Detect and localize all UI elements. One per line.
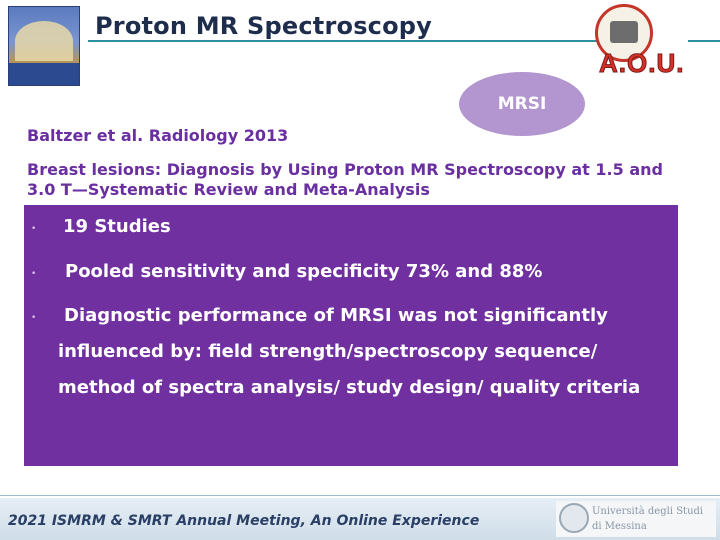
title-divider: [88, 40, 608, 42]
citation: Baltzer et al. Radiology 2013: [27, 126, 289, 145]
bullet-text-sensitivity: Pooled sensitivity and specificity 73% a…: [65, 261, 543, 282]
hospital-logo-right: A.O.U.: [595, 4, 690, 79]
hospital-seal-icon: [595, 4, 653, 62]
university-name-line2: di Messina: [592, 521, 647, 532]
bullet-text-performance: Diagnostic performance of MRSI was not s…: [58, 305, 641, 398]
university-name-line1: Università degli Studi: [592, 506, 704, 517]
aou-logo-text: A.O.U.: [598, 48, 685, 79]
mrsi-badge: MRSI: [459, 72, 585, 136]
university-logo: Università degli Studi di Messina: [556, 501, 716, 537]
page-title: Proton MR Spectroscopy: [95, 12, 433, 40]
logo-arc-graphic: [15, 21, 73, 61]
logo-sea-graphic: [9, 63, 79, 85]
institution-logo-left: [8, 6, 80, 86]
bullet-marker: •: [31, 313, 37, 323]
footer-bar: 2021 ISMRM & SMRT Annual Meeting, An Onl…: [0, 498, 720, 540]
bullet-text-studies: 19 Studies: [63, 216, 171, 237]
footer-meeting-text: 2021 ISMRM & SMRT Annual Meeting, An Onl…: [8, 513, 480, 529]
seal-emblem-icon: [610, 21, 638, 43]
bullet-marker: •: [31, 269, 37, 279]
university-seal-icon: [559, 503, 589, 533]
findings-box: • 19 Studies • Pooled sensitivity and sp…: [24, 205, 678, 466]
footer-divider: [0, 495, 720, 496]
paper-title: Breast lesions: Diagnosis by Using Proto…: [27, 160, 663, 199]
bullet-marker: •: [31, 224, 37, 234]
title-divider-right: [688, 40, 720, 42]
